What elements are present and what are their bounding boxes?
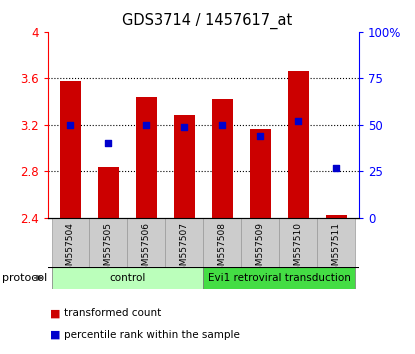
Point [67, 122, 74, 128]
Bar [174, 115, 195, 218]
Point [143, 122, 150, 128]
Text: GSM557508: GSM557508 [218, 222, 227, 277]
Bar [136, 97, 157, 218]
Text: percentile rank within the sample: percentile rank within the sample [64, 330, 240, 339]
Point [333, 165, 339, 170]
Bar [98, 167, 119, 218]
Bar [51, 267, 203, 289]
Bar [203, 218, 241, 267]
Text: GSM557504: GSM557504 [66, 222, 75, 276]
Bar [241, 218, 279, 267]
Text: ■: ■ [50, 308, 60, 318]
Bar [51, 218, 90, 267]
Text: ■: ■ [50, 330, 60, 339]
Point [257, 133, 264, 139]
Bar [279, 218, 317, 267]
Bar [203, 267, 355, 289]
Point [181, 124, 188, 130]
Text: GSM557507: GSM557507 [180, 222, 189, 277]
Bar [250, 130, 271, 218]
Point [295, 118, 302, 124]
Text: GDS3714 / 1457617_at: GDS3714 / 1457617_at [122, 12, 293, 29]
Text: control: control [109, 273, 146, 283]
Point [219, 122, 226, 128]
Bar [212, 99, 233, 218]
Text: GSM557505: GSM557505 [104, 222, 113, 277]
Bar [166, 218, 203, 267]
Text: GSM557509: GSM557509 [256, 222, 265, 277]
Text: transformed count: transformed count [64, 308, 161, 318]
Text: protocol: protocol [2, 273, 47, 283]
Bar [127, 218, 166, 267]
Point [105, 141, 112, 146]
Bar [326, 215, 347, 218]
Text: GSM557511: GSM557511 [332, 222, 341, 277]
Text: GSM557506: GSM557506 [142, 222, 151, 277]
Text: GSM557510: GSM557510 [294, 222, 303, 277]
Bar [90, 218, 127, 267]
Bar [317, 218, 355, 267]
Bar [288, 72, 309, 218]
Bar [60, 81, 81, 218]
Text: Evi1 retroviral transduction: Evi1 retroviral transduction [208, 273, 351, 283]
